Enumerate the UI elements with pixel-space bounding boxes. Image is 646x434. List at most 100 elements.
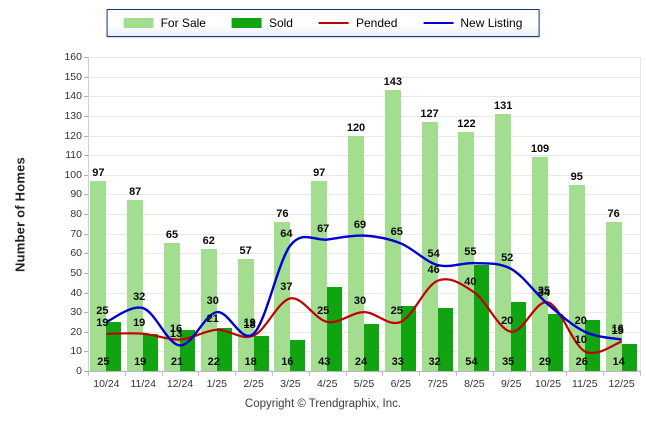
gridline: [88, 57, 640, 58]
y-tick-mark: [84, 351, 88, 353]
y-tick-mark: [84, 96, 88, 98]
sold-value-label: 18: [244, 356, 257, 368]
for-sale-bar: [311, 180, 328, 371]
sold-bar: [253, 335, 269, 371]
y-tick-mark: [84, 194, 88, 196]
legend-label-pended: Pended: [355, 16, 398, 30]
new-listing-value-label: 67: [317, 222, 330, 235]
pended-value-label: 16: [169, 322, 183, 335]
y-tick-mark: [84, 135, 88, 137]
pended-swatch: [318, 22, 349, 24]
legend-label-sold: Sold: [268, 16, 293, 30]
x-tick-label: 11/24: [130, 378, 156, 390]
y-tick-mark: [84, 155, 88, 157]
sold-bar: [548, 314, 563, 371]
x-tick-mark: [272, 372, 273, 376]
gridline: [88, 115, 640, 117]
y-tick-mark: [84, 292, 88, 294]
y-axis-line: [88, 57, 89, 371]
for-sale-value-label: 57: [239, 245, 252, 258]
x-tick-label: 10/25: [534, 378, 562, 390]
y-tick-mark: [84, 214, 88, 215]
y-tick-label: 150: [64, 70, 82, 83]
y-tick-mark: [84, 331, 88, 333]
y-tick-mark: [84, 76, 88, 78]
new-listing-value-label: 65: [390, 226, 403, 239]
x-tick-label: 8/25: [464, 378, 485, 390]
sold-bar: [327, 286, 343, 371]
sold-value-label: 35: [502, 356, 515, 368]
x-tick-label: 2/25: [243, 378, 264, 390]
sold-bar: [511, 302, 527, 371]
gridline: [88, 272, 640, 274]
y-tick-label: 70: [70, 227, 82, 240]
y-tick-mark: [84, 253, 88, 255]
x-tick-label: 10/24: [93, 378, 120, 390]
sold-swatch: [231, 18, 262, 28]
pended-value-label: 19: [96, 316, 109, 329]
x-tick-mark: [529, 372, 531, 376]
pended-value-label: 10: [574, 334, 587, 347]
for-sale-bar: [384, 90, 401, 371]
pended-value-label: 25: [390, 304, 403, 317]
y-tick-label: 110: [65, 149, 82, 162]
x-tick-label: 5/25: [353, 378, 375, 390]
gridline: [88, 292, 640, 294]
y-tick-mark: [84, 272, 88, 274]
legend-item-sold: Sold: [231, 16, 293, 30]
y-tick-label: 100: [64, 168, 82, 181]
y-tick-label: 140: [64, 90, 82, 103]
legend-item-pended: Pended: [318, 16, 398, 30]
for-sale-swatch: [123, 18, 154, 28]
new-listing-value-label: 19: [243, 316, 256, 329]
x-tick-mark: [198, 372, 200, 376]
x-tick-label: 12/25: [608, 378, 635, 390]
x-tick-mark: [235, 372, 237, 376]
sold-value-label: 14: [612, 356, 625, 368]
y-tick-mark: [84, 371, 88, 372]
for-sale-value-label: 122: [457, 117, 476, 130]
y-tick-label: 90: [70, 188, 82, 201]
y-tick-label: 30: [70, 306, 82, 319]
sold-value-label: 33: [391, 356, 404, 368]
pended-value-label: 46: [427, 263, 440, 276]
pended-value-label: 30: [353, 295, 367, 308]
for-sale-bar: [90, 180, 107, 371]
new-listing-value-label: 69: [353, 218, 367, 231]
x-tick-label: 3/25: [280, 378, 301, 390]
y-tick-mark: [84, 233, 88, 235]
new-listing-value-label: 52: [501, 251, 514, 264]
legend-label-new-listing: New Listing: [460, 16, 523, 30]
new-listing-value-label: 30: [206, 295, 219, 308]
sold-value-label: 32: [428, 356, 441, 368]
new-listing-value-label: 34: [537, 287, 551, 300]
sold-value-label: 29: [538, 356, 552, 368]
pended-value-label: 40: [464, 275, 477, 288]
y-tick-label: 10: [70, 345, 82, 358]
legend: For Sale Sold Pended New Listing: [106, 9, 540, 37]
pended-value-label: 25: [317, 304, 330, 317]
gridline: [88, 253, 640, 255]
for-sale-bar: [532, 157, 548, 371]
y-tick-mark: [84, 174, 88, 176]
for-sale-value-label: 97: [313, 166, 326, 179]
sold-bar: [437, 308, 453, 371]
pended-value-label: 37: [280, 281, 293, 294]
for-sale-value-label: 65: [165, 229, 179, 242]
pended-value-label: 21: [206, 312, 219, 325]
legend-item-for-sale: For Sale: [123, 16, 206, 30]
pended-value-label: 35: [537, 285, 551, 298]
y-tick-mark: [84, 312, 88, 314]
new-listing-value-label: 32: [133, 291, 146, 304]
x-tick-label: 11/25: [572, 378, 598, 390]
x-tick-mark: [492, 372, 494, 376]
sold-value-label: 22: [207, 356, 220, 368]
sold-value-label: 16: [281, 356, 294, 368]
new-listing-value-label: 64: [280, 228, 293, 241]
new-listing-value-label: 16: [611, 322, 624, 335]
x-tick-mark: [88, 372, 89, 376]
y-tick-label: 40: [70, 286, 82, 299]
gridline: [88, 155, 640, 157]
x-tick-label: 1/25: [206, 378, 228, 390]
